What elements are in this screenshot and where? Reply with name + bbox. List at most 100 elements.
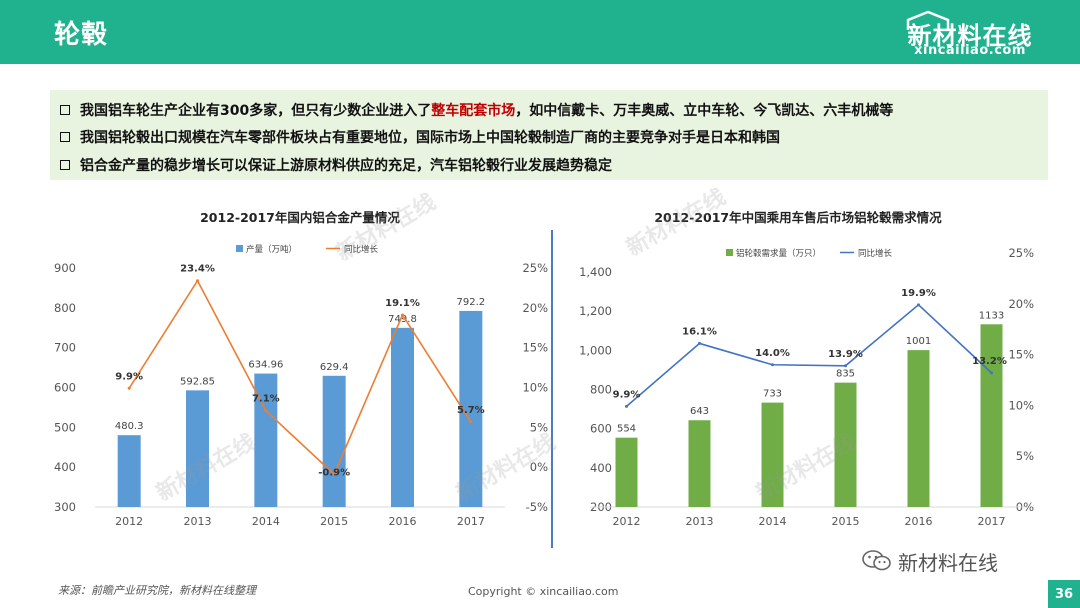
bar	[391, 327, 414, 507]
x-tick-label: 2016	[389, 515, 417, 528]
y-right-tick-label: 20%	[1008, 297, 1034, 311]
legend-label-bar: 铝轮毂需求量（万只）	[736, 248, 821, 259]
y-right-tick-label: 25%	[1008, 246, 1034, 260]
y-left-tick-label: 900	[54, 261, 76, 275]
bar	[907, 350, 930, 507]
legend-label-bar: 产量（万吨）	[246, 244, 297, 255]
page-number: 36	[1048, 580, 1080, 608]
y-left-tick-label: 1,200	[579, 304, 612, 318]
y-right-tick-label: 0%	[530, 460, 548, 474]
bullet-text: 我国铝车轮生产企业有300多家，但只有少数企业进入了	[80, 103, 432, 119]
y-left-tick-label: 700	[54, 341, 76, 355]
growth-point	[196, 279, 199, 283]
brand-logo: 新材料在线 xincailiao.com	[900, 8, 1040, 58]
y-left-tick-label: 1,000	[579, 343, 612, 357]
bar	[688, 420, 711, 507]
growth-value-label: 16.1%	[682, 326, 717, 337]
growth-line	[128, 279, 472, 476]
y-left-tick-label: 300	[54, 500, 76, 514]
growth-point	[625, 404, 628, 408]
chart-title: 2012-2017年中国乘用车售后市场铝轮毂需求情况	[654, 210, 942, 225]
x-tick-label: 2016	[905, 515, 933, 528]
y-left-tick-label: 600	[54, 381, 76, 395]
y-right-tick-label: 5%	[1016, 449, 1034, 463]
y-right-tick-label: 10%	[1008, 398, 1034, 412]
bar	[254, 373, 278, 507]
growth-point	[127, 386, 131, 390]
header-bar: 轮毂 新材料在线 xincailiao.com	[0, 0, 1080, 64]
square-bullet-icon	[60, 160, 70, 170]
x-tick-label: 2013	[184, 515, 212, 528]
square-bullet-icon	[60, 132, 70, 142]
logo-cn: 新材料在线	[907, 22, 1033, 50]
bullet-text: 铝合金产量的稳步增长可以保证上游原材料供应的充足，汽车铝轮毂行业发展趋势稳定	[80, 158, 612, 174]
bullet-text: 我国铝轮毂出口规模在汽车零部件板块占有重要地位，国际市场上中国轮毂制造厂商的主要…	[80, 130, 780, 146]
growth-value-label: 9.9%	[115, 371, 143, 382]
bullet-panel: 我国铝车轮生产企业有300多家，但只有少数企业进入了 整车配套市场 ，如中信戴卡、万…	[50, 90, 1048, 180]
wechat-account: 新材料在线	[862, 548, 998, 575]
x-tick-label: 2015	[320, 515, 348, 528]
y-right-tick-label: 15%	[1008, 348, 1034, 362]
bar	[117, 435, 141, 507]
growth-line	[625, 303, 993, 408]
wechat-name: 新材料在线	[898, 550, 998, 575]
bar-value-label: 749.8	[388, 314, 417, 325]
bar-value-label: 634.96	[248, 360, 283, 371]
growth-point	[332, 472, 336, 476]
bar-value-label: 592.85	[180, 376, 215, 387]
x-tick-label: 2013	[686, 515, 714, 528]
growth-point	[844, 364, 847, 368]
house-logo-icon	[906, 10, 950, 30]
bar	[322, 375, 346, 507]
growth-point	[401, 313, 404, 317]
bar	[834, 382, 857, 507]
bullet-item: 我国铝轮毂出口规模在汽车零部件板块占有重要地位，国际市场上中国轮毂制造厂商的主要…	[58, 125, 780, 149]
x-tick-label: 2017	[978, 515, 1006, 528]
bar-value-label: 554	[617, 424, 636, 435]
growth-point	[698, 341, 701, 345]
growth-point	[990, 371, 993, 375]
growth-value-label: 19.1%	[385, 298, 420, 309]
growth-value-label: -0.9%	[318, 467, 350, 478]
growth-value-label: 9.9%	[613, 389, 641, 400]
bar-value-label: 835	[836, 369, 855, 380]
y-left-tick-label: 600	[590, 422, 612, 436]
bar-value-label: 733	[763, 389, 782, 400]
bullet-item: 铝合金产量的稳步增长可以保证上游原材料供应的充足，汽车铝轮毂行业发展趋势稳定	[58, 153, 612, 177]
legend-label-line: 同比增长	[858, 248, 893, 259]
y-right-tick-label: 10%	[522, 381, 548, 395]
growth-value-label: 13.9%	[828, 349, 863, 360]
y-right-tick-label: 25%	[522, 261, 548, 275]
y-left-tick-label: 400	[590, 461, 612, 475]
growth-value-label: 23.4%	[180, 264, 215, 275]
y-left-tick-label: 800	[54, 301, 76, 315]
bullet-text-tail: ，如中信戴卡、万丰奥威、立中车轮、今飞凯达、六丰机械等	[515, 103, 894, 119]
growth-point	[469, 420, 473, 424]
page-title: 轮毂	[54, 20, 109, 50]
bar-value-label: 643	[690, 406, 709, 417]
bar	[761, 402, 784, 507]
growth-point	[917, 303, 920, 307]
bar	[615, 437, 638, 507]
x-tick-label: 2015	[832, 515, 860, 528]
x-tick-label: 2014	[252, 515, 280, 528]
growth-point	[771, 363, 774, 367]
bar	[980, 324, 1003, 507]
copyright: Copyright © xincailiao.com	[468, 585, 619, 598]
growth-point	[264, 409, 268, 413]
bar-value-label: 629.4	[320, 362, 349, 373]
bar-value-label: 480.3	[115, 421, 144, 432]
legend-swatch-bar	[236, 245, 243, 252]
source-note: 来源：前瞻产业研究院，新材料在线整理	[58, 584, 256, 597]
legend-label-line: 同比增长	[344, 244, 379, 255]
bar-value-label: 1001	[906, 336, 931, 347]
x-tick-label: 2012	[115, 515, 143, 528]
bar-value-label: 792.2	[457, 297, 486, 308]
bar-value-label: 1133	[979, 310, 1004, 321]
growth-value-label: 14.0%	[755, 348, 790, 359]
growth-value-label: 13.2%	[972, 356, 1007, 367]
bullet-highlight: 整车配套市场	[431, 103, 516, 119]
growth-value-label: 5.7%	[457, 405, 485, 416]
y-right-tick-label: 20%	[522, 301, 548, 315]
